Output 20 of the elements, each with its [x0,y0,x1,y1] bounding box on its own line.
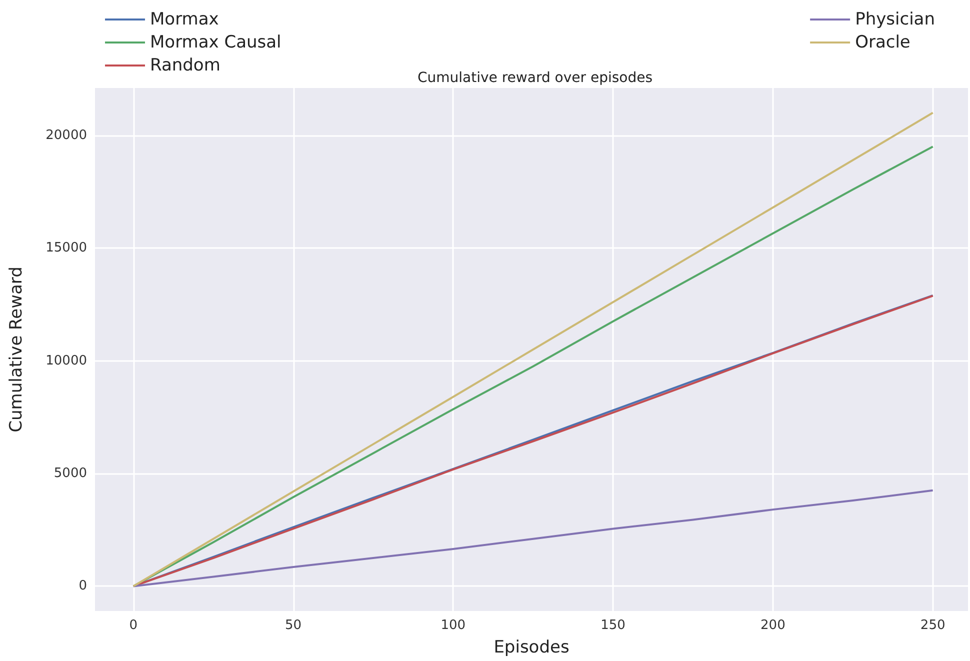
y-tick-label: 5000 [54,466,87,481]
legend-label: Physician [855,10,936,30]
line-series [132,489,934,588]
y-tick-label: 20000 [46,128,87,143]
legend-label: Mormax [150,10,219,30]
x-tick-label: 250 [920,618,946,633]
y-tick-label: 15000 [46,240,87,256]
x-axis-title: Episodes [494,638,570,658]
x-tick-label: 50 [284,618,302,633]
x-tick-label: 150 [600,618,626,633]
y-tick-label: 0 [78,578,87,594]
y-tick-label: 10000 [46,353,87,368]
x-tick-label: 0 [129,618,138,633]
legend-label: Oracle [855,32,910,52]
y-axis-title: Cumulative Reward [6,266,26,432]
chart-title: Cumulative reward over episodes [417,70,653,86]
x-tick-label: 200 [760,618,786,633]
legend-label: Random [150,56,220,76]
legend-label: Mormax Causal [150,32,282,52]
x-tick-label: 100 [440,618,466,633]
